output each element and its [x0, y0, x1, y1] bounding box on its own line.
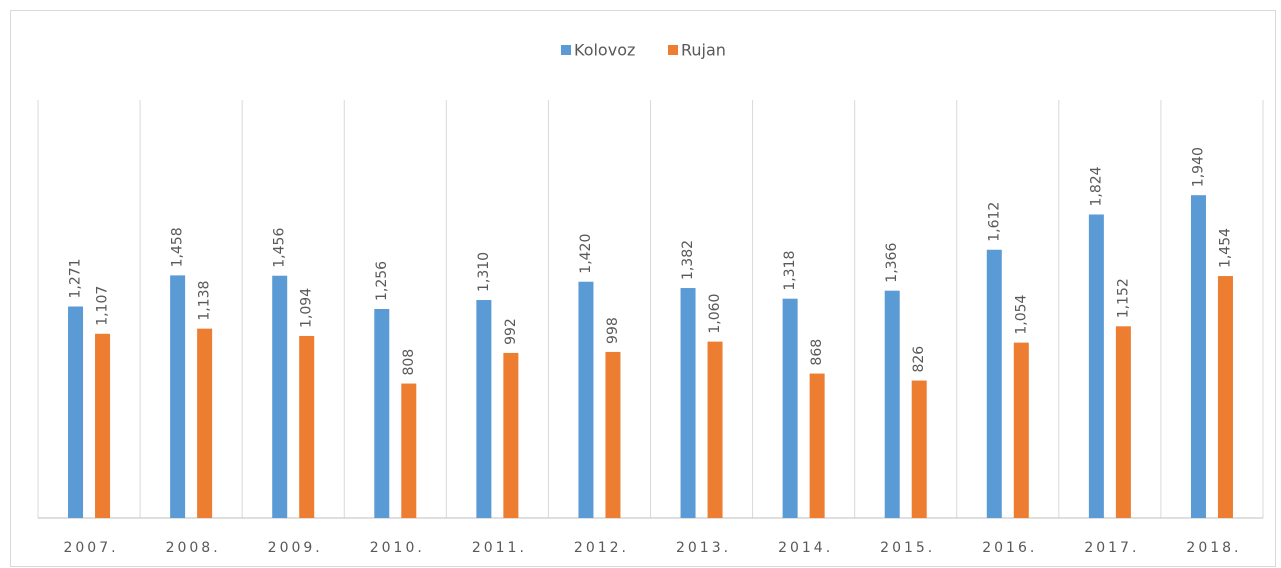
- bar: [170, 275, 186, 518]
- x-tick-label: 2009.: [268, 540, 323, 556]
- value-label: 1,152: [1115, 278, 1131, 318]
- bar: [1217, 276, 1233, 518]
- legend-swatch: [668, 45, 678, 55]
- bar: [401, 383, 417, 518]
- bar: [374, 309, 390, 518]
- bar: [299, 335, 315, 518]
- bar: [1190, 195, 1206, 518]
- x-tick-label: 2012.: [574, 540, 629, 556]
- bar: [911, 380, 927, 518]
- bar: [68, 306, 84, 518]
- value-label: 998: [605, 317, 621, 344]
- value-label: 1,138: [197, 281, 213, 321]
- x-tick-label: 2013.: [676, 540, 731, 556]
- bar: [476, 300, 492, 518]
- bar: [95, 333, 111, 518]
- value-label: 1,420: [578, 234, 594, 274]
- value-label: 1,256: [374, 261, 390, 301]
- bar: [1088, 214, 1104, 519]
- bar: [1013, 342, 1029, 518]
- bar: [986, 249, 1002, 519]
- legend-label: Kolovoz: [574, 41, 635, 60]
- value-label: 868: [809, 339, 825, 366]
- value-label: 1,094: [299, 288, 315, 328]
- value-label: 1,456: [272, 228, 288, 268]
- x-tick-label: 2018.: [1186, 540, 1241, 556]
- x-tick-label: 2014.: [778, 540, 833, 556]
- bar: [809, 373, 825, 518]
- value-label: 1,612: [986, 202, 1002, 242]
- bar: [707, 341, 723, 518]
- bar: [197, 328, 213, 518]
- bar: [503, 352, 519, 518]
- value-label: 1,458: [170, 227, 186, 267]
- bar: [884, 290, 900, 518]
- x-tick-label: 2016.: [982, 540, 1037, 556]
- value-label: 1,318: [782, 251, 798, 291]
- value-label: 1,454: [1217, 228, 1233, 268]
- x-tick-label: 2010.: [370, 540, 425, 556]
- value-label: 1,382: [680, 240, 696, 280]
- x-tick-label: 2017.: [1084, 540, 1139, 556]
- chart-border: [10, 10, 1276, 567]
- bar: [272, 275, 288, 518]
- value-label: 992: [503, 318, 519, 345]
- legend-label: Rujan: [681, 41, 726, 60]
- value-label: 1,271: [68, 258, 84, 298]
- value-label: 1,824: [1088, 166, 1104, 206]
- bar: [680, 288, 696, 518]
- bar: [578, 281, 594, 518]
- x-tick-label: 2015.: [880, 540, 935, 556]
- x-tick-label: 2007.: [63, 540, 118, 556]
- value-label: 1,310: [476, 252, 492, 292]
- bar: [1115, 326, 1131, 518]
- value-label: 1,054: [1013, 294, 1029, 334]
- value-label: 1,060: [707, 294, 723, 334]
- bar: [605, 351, 621, 518]
- legend-swatch: [561, 45, 571, 55]
- value-label: 826: [911, 346, 927, 373]
- x-tick-label: 2011.: [472, 540, 527, 556]
- value-label: 1,366: [884, 243, 900, 283]
- bar: [782, 298, 798, 518]
- value-label: 1,940: [1190, 147, 1206, 187]
- value-label: 1,107: [95, 286, 111, 326]
- x-tick-label: 2008.: [166, 540, 221, 556]
- value-label: 808: [401, 349, 417, 376]
